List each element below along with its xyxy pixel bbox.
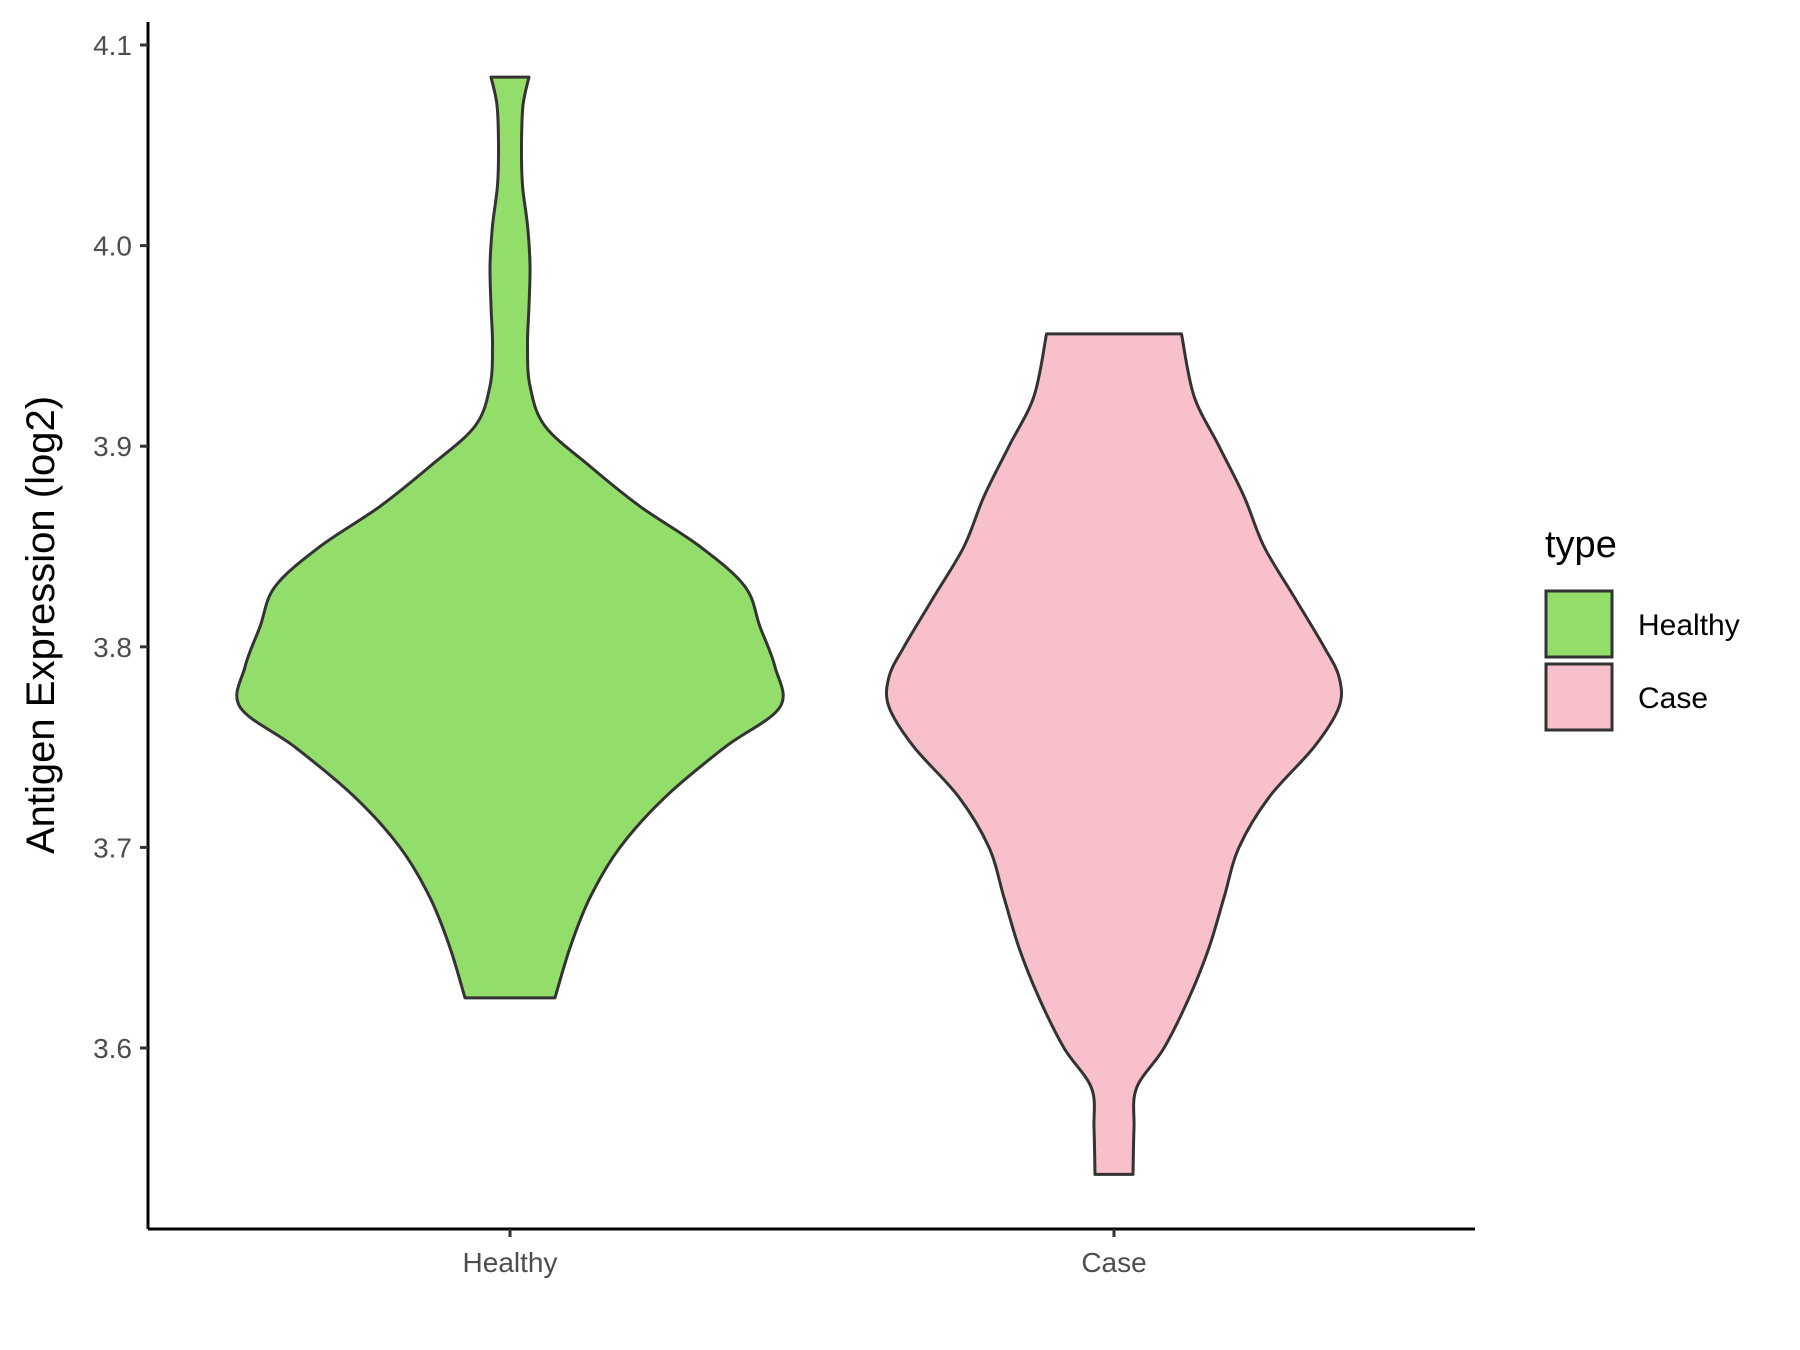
legend-label-healthy: Healthy bbox=[1638, 609, 1740, 642]
y-tick-label: 3.8 bbox=[93, 632, 132, 663]
x-ticks: Healthy Case bbox=[463, 1229, 1147, 1278]
y-axis-title: Antigen Expression (log2) bbox=[19, 396, 63, 854]
violin-healthy bbox=[235, 75, 785, 1000]
x-tick-label: Case bbox=[1081, 1247, 1146, 1278]
y-tick-label: 3.6 bbox=[93, 1033, 132, 1064]
x-tick-label: Healthy bbox=[463, 1247, 558, 1278]
legend-title: type bbox=[1545, 524, 1617, 566]
y-tick-label: 4.1 bbox=[93, 30, 132, 61]
y-tick-label: 3.9 bbox=[93, 431, 132, 462]
violin-layer bbox=[235, 75, 1344, 1176]
axes-layer bbox=[146, 22, 1475, 1231]
violin-case bbox=[884, 332, 1344, 1176]
legend: type Healthy Case bbox=[1544, 524, 1740, 732]
legend-label-case: Case bbox=[1638, 682, 1708, 715]
y-tick-label: 4.0 bbox=[93, 231, 132, 262]
y-tick-label: 3.7 bbox=[93, 832, 132, 863]
y-ticks: 3.6 3.7 3.8 3.9 4.0 4.1 bbox=[93, 30, 148, 1064]
legend-swatch-healthy bbox=[1544, 589, 1614, 659]
legend-items: Healthy Case bbox=[1544, 589, 1740, 732]
legend-swatch-case bbox=[1544, 662, 1614, 732]
